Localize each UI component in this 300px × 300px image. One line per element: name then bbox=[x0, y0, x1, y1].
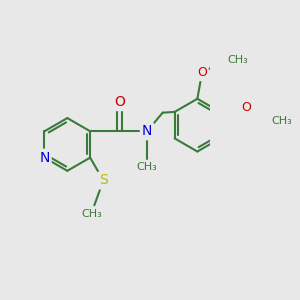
Text: O: O bbox=[197, 66, 207, 79]
Text: CH₃: CH₃ bbox=[228, 55, 248, 64]
Text: CH₃: CH₃ bbox=[272, 116, 292, 126]
Text: S: S bbox=[99, 173, 108, 188]
Text: N: N bbox=[142, 124, 152, 138]
Text: CH₃: CH₃ bbox=[137, 163, 158, 172]
Text: O: O bbox=[114, 95, 125, 109]
Text: N: N bbox=[39, 151, 50, 165]
Text: O: O bbox=[241, 101, 251, 114]
Text: CH₃: CH₃ bbox=[82, 209, 103, 219]
